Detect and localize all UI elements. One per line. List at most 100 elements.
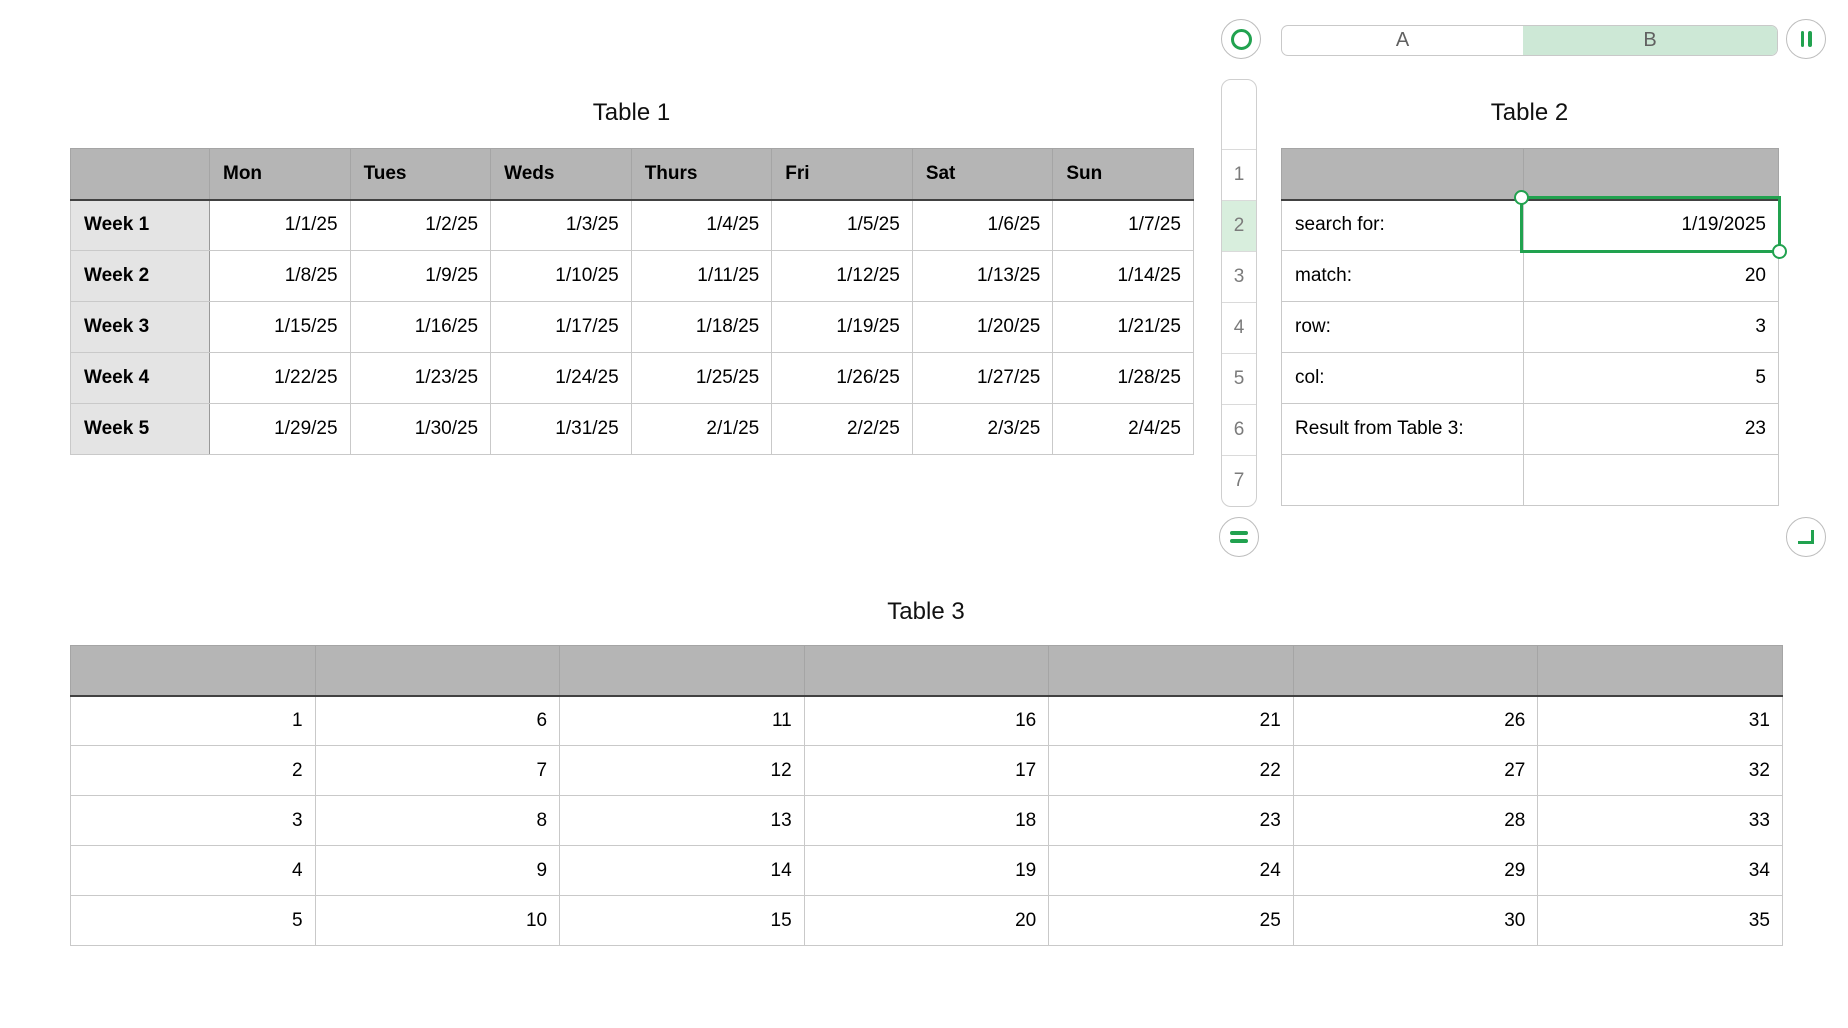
column-header[interactable]: Mon (209, 148, 351, 201)
cell[interactable]: 9 (314, 845, 561, 896)
cell[interactable]: 11 (559, 695, 805, 746)
cell[interactable]: 5 (70, 895, 316, 946)
cell-value[interactable] (1523, 454, 1779, 506)
cell-label[interactable]: Result from Table 3: (1281, 403, 1524, 455)
cell[interactable]: 1/16/25 (349, 301, 492, 353)
row-number-5[interactable]: 5 (1222, 353, 1256, 404)
cell[interactable]: 20 (803, 895, 1050, 946)
corner-header-cell[interactable] (70, 148, 210, 201)
cell[interactable]: 25 (1048, 895, 1294, 946)
column-header[interactable]: Weds (490, 148, 632, 201)
cell[interactable]: 1 (70, 695, 316, 746)
cell[interactable]: 2/1/25 (630, 403, 773, 455)
cell[interactable]: 2/4/25 (1052, 403, 1194, 455)
column-header[interactable] (314, 645, 561, 697)
row-header[interactable]: Week 4 (70, 352, 210, 404)
cell[interactable]: 2/2/25 (771, 403, 913, 455)
cell-label[interactable]: search for: (1281, 199, 1524, 251)
cell[interactable]: 1/13/25 (911, 250, 1054, 302)
cell[interactable]: 24 (1048, 845, 1294, 896)
cell[interactable]: 17 (803, 745, 1050, 796)
column-tab-A[interactable]: A (1395, 29, 1410, 51)
cell[interactable]: 1/25/25 (630, 352, 773, 404)
cell[interactable]: 33 (1537, 795, 1783, 846)
cell[interactable]: 30 (1292, 895, 1539, 946)
cell[interactable]: 1/5/25 (771, 199, 913, 251)
cell[interactable]: 28 (1292, 795, 1539, 846)
column-header[interactable] (1281, 148, 1524, 201)
cell[interactable]: 7 (314, 745, 561, 796)
cell[interactable]: 2 (70, 745, 316, 796)
cell[interactable]: 3 (70, 795, 316, 846)
cell[interactable]: 1/22/25 (209, 352, 351, 404)
cell[interactable]: 1/12/25 (771, 250, 913, 302)
cell[interactable]: 12 (559, 745, 805, 796)
cell[interactable]: 10 (314, 895, 561, 946)
column-header[interactable]: Fri (771, 148, 913, 201)
cell[interactable]: 1/14/25 (1052, 250, 1194, 302)
cell-label[interactable] (1281, 454, 1524, 506)
cell[interactable]: 1/24/25 (490, 352, 632, 404)
column-header[interactable] (1292, 645, 1539, 697)
column-header[interactable] (70, 645, 316, 697)
row-number-6[interactable]: 6 (1222, 404, 1256, 455)
row-header[interactable]: Week 2 (70, 250, 210, 302)
cell[interactable]: 1/8/25 (209, 250, 351, 302)
corner-button[interactable] (1786, 517, 1826, 557)
table-select-ring-button[interactable] (1221, 19, 1261, 59)
column-header[interactable]: Tues (349, 148, 492, 201)
cell-label[interactable]: col: (1281, 352, 1524, 404)
cell-value[interactable]: 20 (1523, 250, 1779, 302)
column-header[interactable]: Sat (911, 148, 1054, 201)
cell[interactable]: 19 (803, 845, 1050, 896)
selection-handle-top-left[interactable] (1514, 190, 1529, 205)
cell[interactable]: 1/26/25 (771, 352, 913, 404)
cell[interactable]: 1/2/25 (349, 199, 492, 251)
cell[interactable]: 27 (1292, 745, 1539, 796)
column-header[interactable] (1523, 148, 1779, 201)
column-header[interactable] (803, 645, 1050, 697)
cell[interactable]: 13 (559, 795, 805, 846)
column-header[interactable] (1048, 645, 1294, 697)
cell[interactable]: 1/29/25 (209, 403, 351, 455)
equals-button[interactable] (1219, 517, 1259, 557)
row-header[interactable]: Week 1 (70, 199, 210, 251)
cell[interactable]: 1/21/25 (1052, 301, 1194, 353)
cell[interactable]: 1/31/25 (490, 403, 632, 455)
cell-value[interactable]: 23 (1523, 403, 1779, 455)
column-header[interactable] (1537, 645, 1783, 697)
cell[interactable]: 31 (1537, 695, 1783, 746)
row-number-4[interactable]: 4 (1222, 302, 1256, 353)
column-header[interactable] (559, 645, 805, 697)
cell[interactable]: 1/7/25 (1052, 199, 1194, 251)
cell[interactable]: 1/23/25 (349, 352, 492, 404)
column-header[interactable]: Thurs (630, 148, 773, 201)
cell[interactable]: 1/19/25 (771, 301, 913, 353)
cell[interactable]: 4 (70, 845, 316, 896)
cell[interactable]: 1/15/25 (209, 301, 351, 353)
cell[interactable]: 1/30/25 (349, 403, 492, 455)
cell[interactable]: 23 (1048, 795, 1294, 846)
cell[interactable]: 1/3/25 (490, 199, 632, 251)
cell-value[interactable]: 5 (1523, 352, 1779, 404)
cell[interactable]: 1/10/25 (490, 250, 632, 302)
cell[interactable]: 1/11/25 (630, 250, 773, 302)
cell[interactable]: 34 (1537, 845, 1783, 896)
column-tab-B[interactable]: B (1523, 26, 1777, 55)
row-number-1[interactable]: 1 (1222, 149, 1256, 200)
cell[interactable]: 1/18/25 (630, 301, 773, 353)
cell[interactable]: 1/4/25 (630, 199, 773, 251)
cell[interactable]: 35 (1537, 895, 1783, 946)
cell[interactable]: 16 (803, 695, 1050, 746)
cell[interactable]: 1/1/25 (209, 199, 351, 251)
cell[interactable]: 1/17/25 (490, 301, 632, 353)
cell-value[interactable]: 1/19/2025 (1523, 199, 1779, 251)
selection-handle-bottom-right[interactable] (1772, 244, 1787, 259)
cell-value[interactable]: 3 (1523, 301, 1779, 353)
row-header[interactable]: Week 3 (70, 301, 210, 353)
cell[interactable]: 1/9/25 (349, 250, 492, 302)
cell-label[interactable]: match: (1281, 250, 1524, 302)
cell[interactable]: 32 (1537, 745, 1783, 796)
pause-button[interactable] (1786, 19, 1826, 59)
row-number-7[interactable]: 7 (1222, 455, 1256, 506)
